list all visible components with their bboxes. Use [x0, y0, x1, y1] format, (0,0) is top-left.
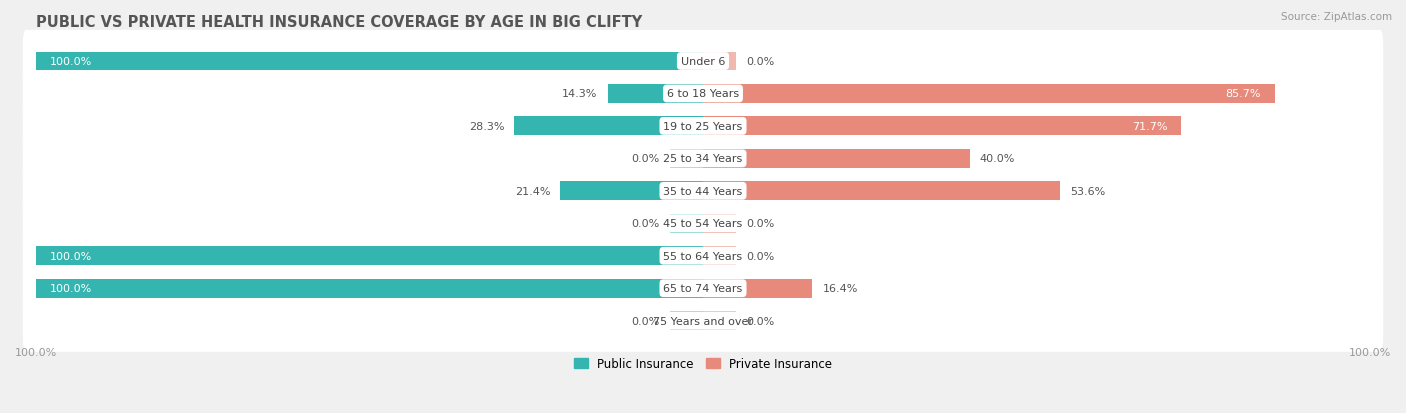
- Text: 85.7%: 85.7%: [1226, 89, 1261, 99]
- Text: 28.3%: 28.3%: [468, 121, 505, 132]
- Text: 6 to 18 Years: 6 to 18 Years: [666, 89, 740, 99]
- Text: 71.7%: 71.7%: [1132, 121, 1168, 132]
- Bar: [669, 150, 703, 169]
- FancyBboxPatch shape: [22, 95, 1384, 158]
- Text: 45 to 54 Years: 45 to 54 Years: [664, 219, 742, 229]
- Text: 65 to 74 Years: 65 to 74 Years: [664, 283, 742, 294]
- Text: 0.0%: 0.0%: [747, 57, 775, 67]
- Text: 0.0%: 0.0%: [747, 219, 775, 229]
- Bar: [703, 52, 737, 71]
- Bar: [37, 279, 703, 298]
- Bar: [703, 182, 1060, 201]
- Text: 100.0%: 100.0%: [49, 57, 91, 67]
- Text: 35 to 44 Years: 35 to 44 Years: [664, 186, 742, 196]
- Bar: [703, 214, 737, 233]
- Text: 0.0%: 0.0%: [631, 219, 659, 229]
- Text: Source: ZipAtlas.com: Source: ZipAtlas.com: [1281, 12, 1392, 22]
- Bar: [560, 182, 703, 201]
- Bar: [703, 117, 1181, 136]
- Bar: [703, 85, 1274, 104]
- Bar: [515, 117, 703, 136]
- Bar: [703, 311, 737, 330]
- Text: 75 Years and over: 75 Years and over: [652, 316, 754, 326]
- FancyBboxPatch shape: [22, 225, 1384, 287]
- Text: 100.0%: 100.0%: [49, 251, 91, 261]
- Text: 55 to 64 Years: 55 to 64 Years: [664, 251, 742, 261]
- Text: 14.3%: 14.3%: [562, 89, 598, 99]
- Text: Under 6: Under 6: [681, 57, 725, 67]
- Bar: [669, 214, 703, 233]
- FancyBboxPatch shape: [22, 63, 1384, 125]
- Text: 0.0%: 0.0%: [631, 154, 659, 164]
- Bar: [669, 311, 703, 330]
- Text: 0.0%: 0.0%: [747, 316, 775, 326]
- Text: 19 to 25 Years: 19 to 25 Years: [664, 121, 742, 132]
- FancyBboxPatch shape: [22, 290, 1384, 352]
- Text: 25 to 34 Years: 25 to 34 Years: [664, 154, 742, 164]
- FancyBboxPatch shape: [22, 31, 1384, 93]
- Bar: [703, 279, 813, 298]
- Text: 100.0%: 100.0%: [49, 283, 91, 294]
- Text: 16.4%: 16.4%: [823, 283, 858, 294]
- FancyBboxPatch shape: [22, 160, 1384, 223]
- FancyBboxPatch shape: [22, 192, 1384, 255]
- FancyBboxPatch shape: [22, 128, 1384, 190]
- Text: 53.6%: 53.6%: [1070, 186, 1105, 196]
- Legend: Public Insurance, Private Insurance: Public Insurance, Private Insurance: [569, 353, 837, 375]
- Text: 21.4%: 21.4%: [515, 186, 550, 196]
- Text: 0.0%: 0.0%: [747, 251, 775, 261]
- Text: PUBLIC VS PRIVATE HEALTH INSURANCE COVERAGE BY AGE IN BIG CLIFTY: PUBLIC VS PRIVATE HEALTH INSURANCE COVER…: [37, 15, 643, 30]
- Bar: [703, 247, 737, 266]
- Text: 40.0%: 40.0%: [980, 154, 1015, 164]
- Text: 0.0%: 0.0%: [631, 316, 659, 326]
- Bar: [37, 247, 703, 266]
- Bar: [607, 85, 703, 104]
- Bar: [703, 150, 970, 169]
- FancyBboxPatch shape: [22, 257, 1384, 320]
- Bar: [37, 52, 703, 71]
